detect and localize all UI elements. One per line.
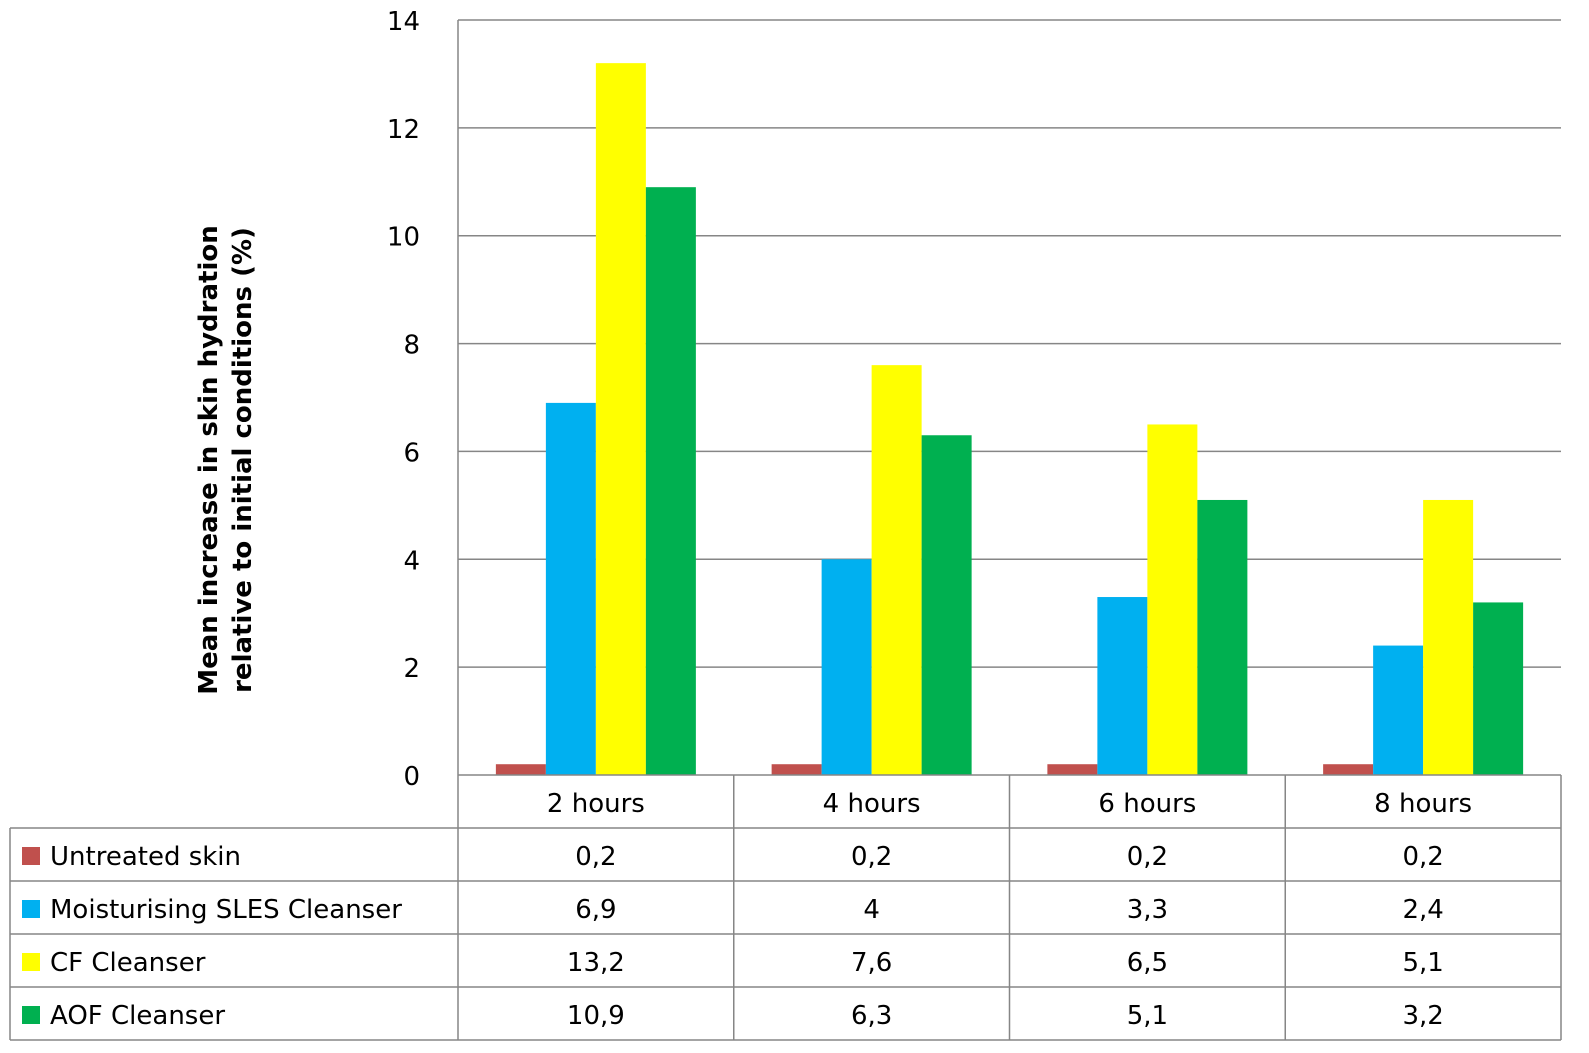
data-label-2-3: 5,1 xyxy=(1402,948,1443,978)
data-label-3-1: 6,3 xyxy=(851,1001,892,1031)
bar-1-1 xyxy=(821,559,872,775)
y-axis-label: Mean increase in skin hydration relative… xyxy=(192,140,260,780)
y-tick-label: 0 xyxy=(403,762,420,792)
bar-3-0 xyxy=(645,187,696,775)
legend-key-0 xyxy=(22,847,40,865)
y-axis-label-line-1: Mean increase in skin hydration xyxy=(194,225,224,695)
data-label-0-0: 0,2 xyxy=(575,842,616,872)
data-label-0-2: 0,2 xyxy=(1127,842,1168,872)
bar-1-0 xyxy=(545,402,596,775)
bar-2-0 xyxy=(595,63,646,775)
legend-label-0: Untreated skin xyxy=(50,842,241,872)
y-tick-label: 6 xyxy=(403,438,420,468)
y-tick-label: 8 xyxy=(403,331,420,361)
data-label-1-2: 3,3 xyxy=(1127,895,1168,925)
bar-2-1 xyxy=(871,365,922,775)
legend-label-2: CF Cleanser xyxy=(50,948,206,978)
data-label-0-1: 0,2 xyxy=(851,842,892,872)
y-tick-label: 14 xyxy=(387,7,420,37)
x-tick-label: 8 hours xyxy=(1374,789,1472,819)
x-tick-label: 6 hours xyxy=(1098,789,1196,819)
bar-3-1 xyxy=(921,435,972,775)
legend-key-1 xyxy=(22,900,40,918)
data-label-0-3: 0,2 xyxy=(1402,842,1443,872)
bar-2-2 xyxy=(1147,424,1198,775)
x-tick-label: 2 hours xyxy=(547,789,645,819)
data-label-3-3: 3,2 xyxy=(1402,1001,1443,1031)
data-label-1-0: 6,9 xyxy=(575,895,616,925)
data-label-1-1: 4 xyxy=(863,895,880,925)
bar-0-2 xyxy=(1047,764,1098,775)
bar-3-3 xyxy=(1473,602,1524,775)
legend-label-3: AOF Cleanser xyxy=(50,1001,225,1031)
y-tick-label: 12 xyxy=(387,115,420,145)
legend-label-1: Moisturising SLES Cleanser xyxy=(50,895,402,925)
data-label-3-0: 10,9 xyxy=(567,1001,625,1031)
legend-key-3 xyxy=(22,1006,40,1024)
bar-0-0 xyxy=(495,764,546,775)
bar-3-2 xyxy=(1197,499,1248,775)
data-label-1-3: 2,4 xyxy=(1402,895,1443,925)
y-axis-label-line-2: relative to initial conditions (%) xyxy=(228,227,258,693)
x-tick-label: 4 hours xyxy=(823,789,921,819)
data-label-3-2: 5,1 xyxy=(1127,1001,1168,1031)
bar-2-3 xyxy=(1423,499,1474,775)
data-label-2-1: 7,6 xyxy=(851,948,892,978)
bar-1-2 xyxy=(1097,597,1148,775)
data-label-2-0: 13,2 xyxy=(567,948,625,978)
legend-key-2 xyxy=(22,953,40,971)
y-tick-label: 10 xyxy=(387,223,420,253)
bar-0-1 xyxy=(771,764,822,775)
y-tick-label: 2 xyxy=(403,654,420,684)
bar-1-3 xyxy=(1373,645,1424,775)
data-label-2-2: 6,5 xyxy=(1127,948,1168,978)
bar-0-3 xyxy=(1323,764,1374,775)
y-tick-label: 4 xyxy=(403,546,420,576)
